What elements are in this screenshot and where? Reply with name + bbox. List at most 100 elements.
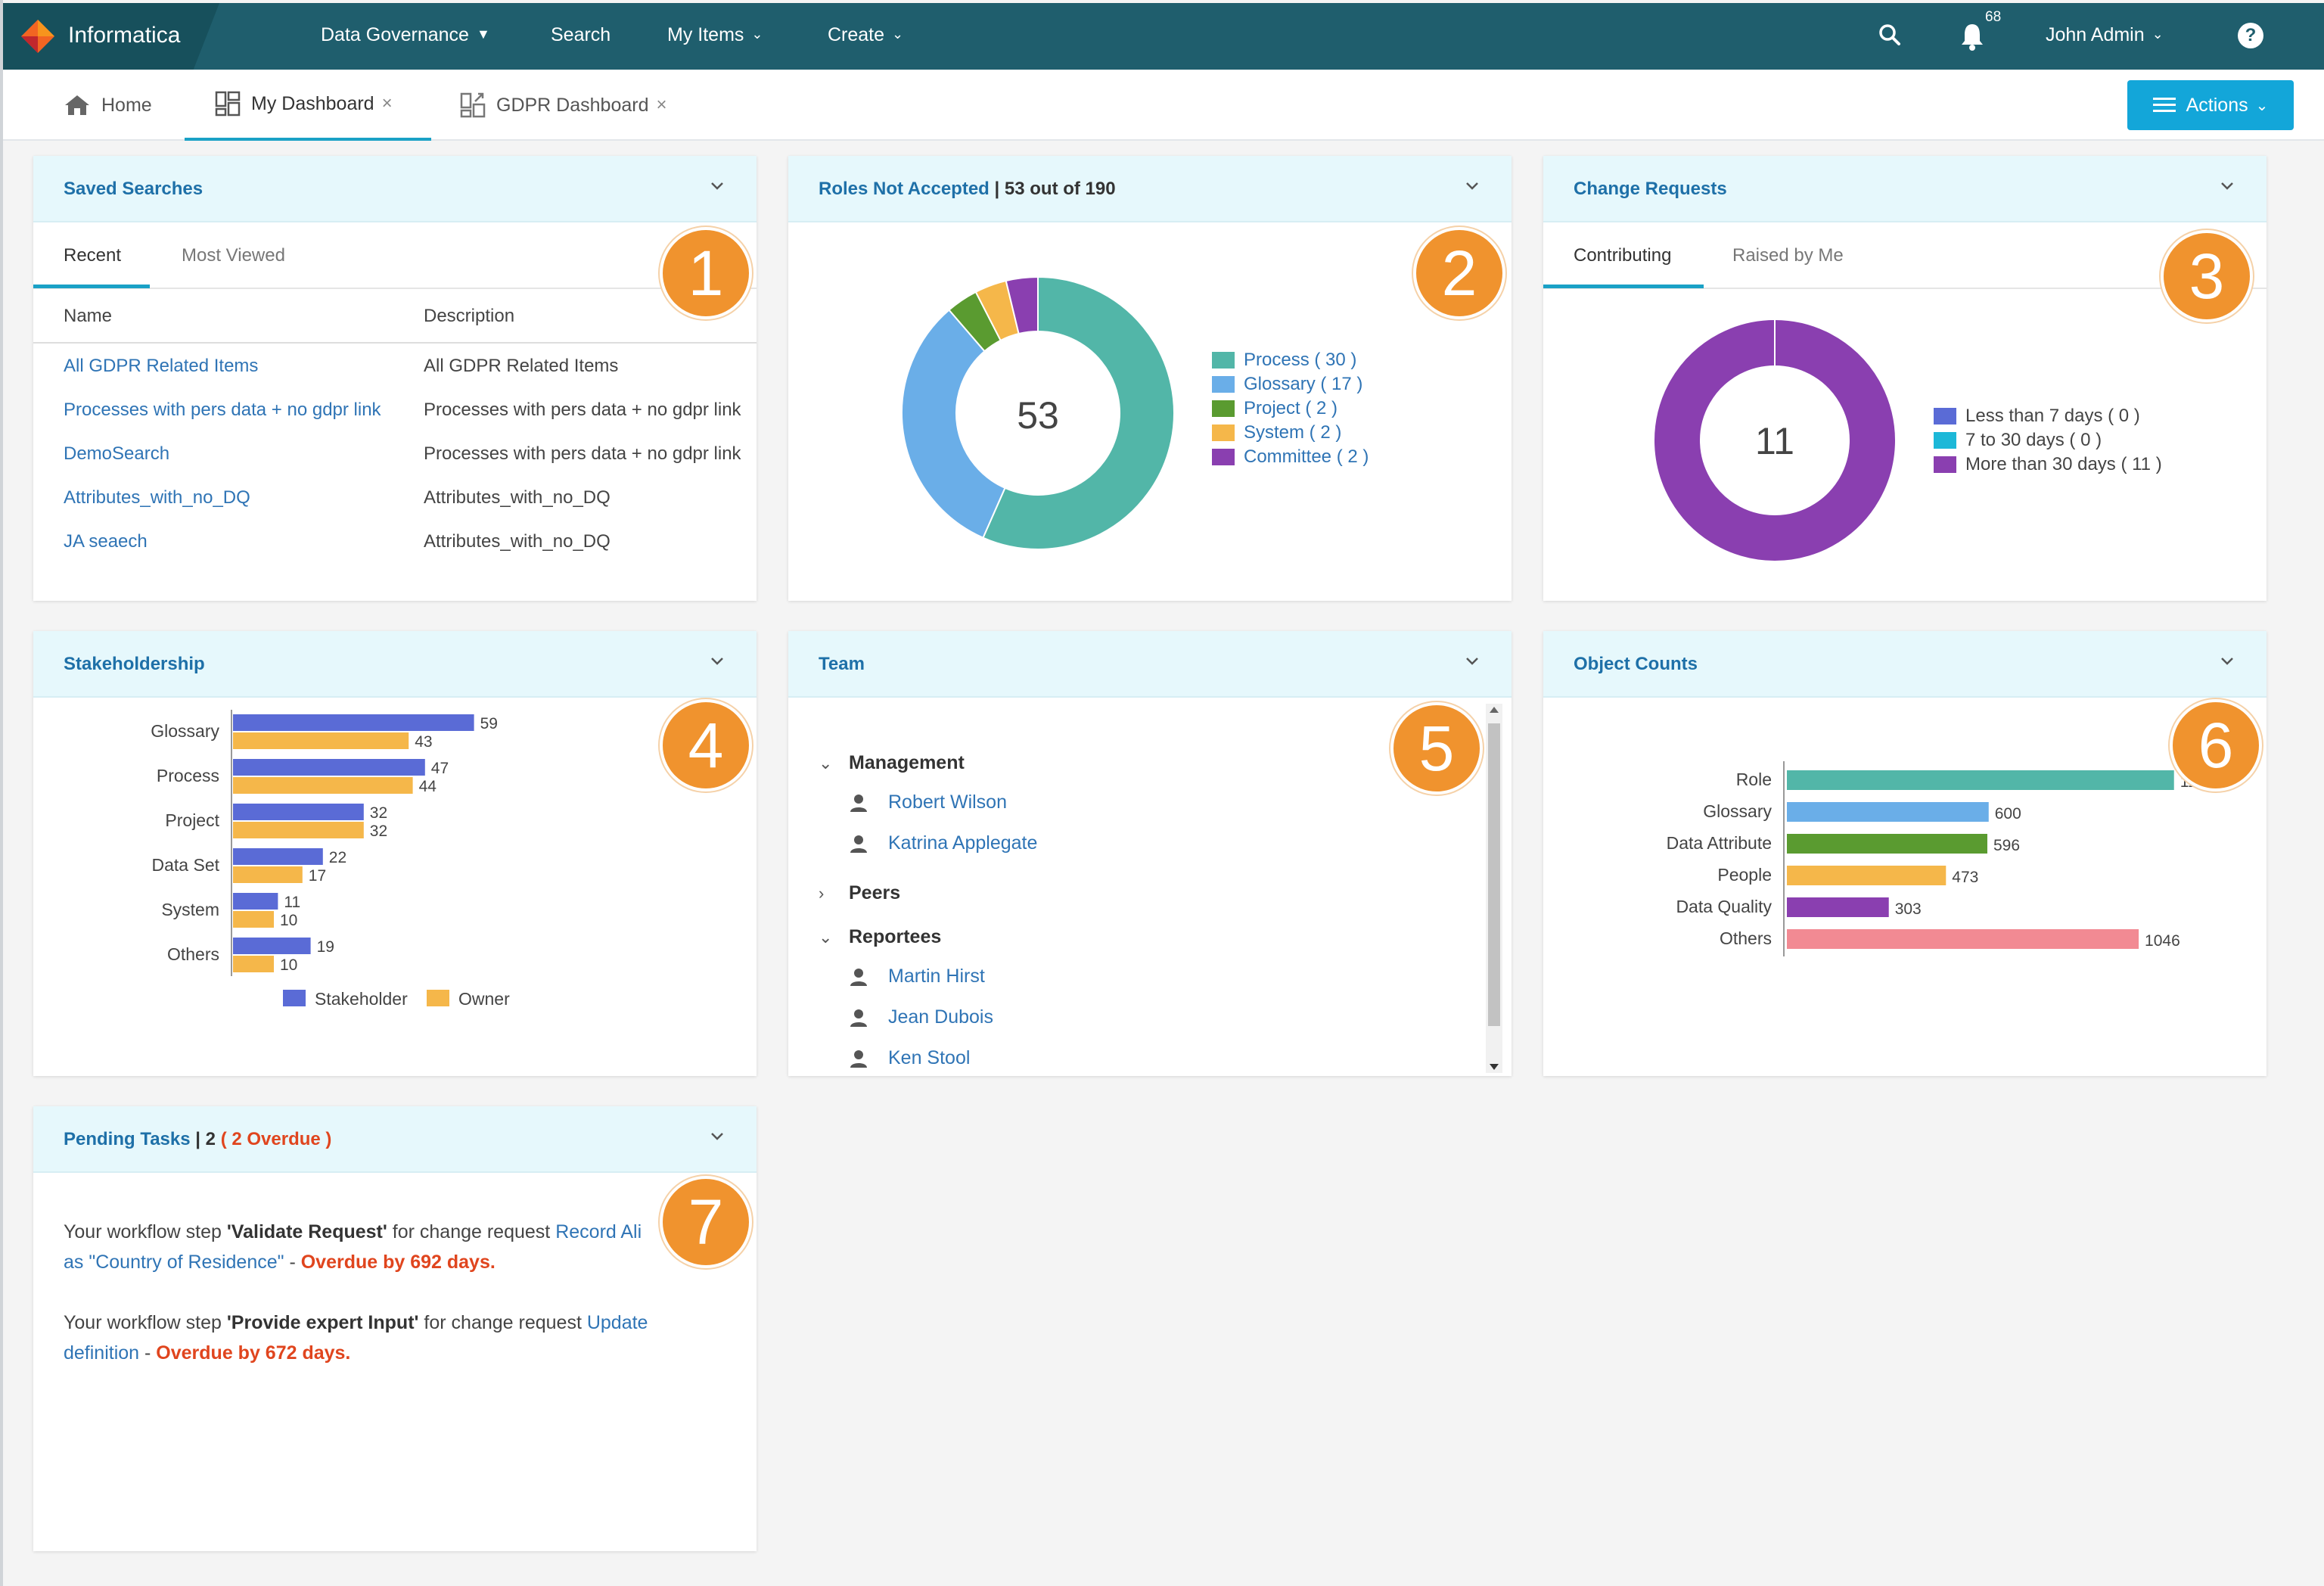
roles-slice-process[interactable] — [982, 275, 1175, 550]
chevron-down-icon[interactable] — [2218, 652, 2236, 670]
legend-item[interactable]: Glossary ( 17 ) — [1212, 374, 1362, 395]
bar-owner-glossary[interactable] — [233, 732, 409, 749]
legend-item[interactable]: Committee ( 2 ) — [1212, 446, 1369, 468]
saved-search-name-link[interactable]: DemoSearch — [64, 443, 170, 464]
team-group-reportees[interactable]: ⌄ Reportees — [819, 926, 941, 948]
bar-stakeholder-data-set[interactable] — [233, 848, 323, 865]
chevron-down-icon[interactable] — [708, 652, 726, 670]
change-request-link[interactable]: as "Country of Residence" — [64, 1252, 284, 1273]
bar-stakeholder-process[interactable] — [233, 759, 425, 776]
close-tab-icon[interactable]: × — [381, 93, 393, 114]
bar-role[interactable] — [1787, 770, 2174, 790]
team-group-label: Management — [849, 752, 965, 773]
legend-item[interactable]: 7 to 30 days ( 0 ) — [1934, 430, 2102, 451]
chevron-down-icon[interactable]: ⌄ — [819, 753, 833, 773]
task-middle: for change request — [387, 1221, 556, 1242]
panel-header: Team — [788, 631, 1512, 698]
bar-stakeholder-project[interactable] — [233, 804, 364, 820]
nav-my-items[interactable]: My Items ⌄ — [667, 24, 763, 46]
notification-count: 68 — [1985, 9, 2002, 25]
legend-label[interactable]: Stakeholder — [315, 989, 408, 1009]
team-group-management[interactable]: ⌄ Management — [819, 752, 965, 774]
column-header-name[interactable]: Name — [64, 306, 113, 326]
bar-owner-others[interactable] — [233, 956, 274, 972]
bar-others[interactable] — [1787, 929, 2139, 949]
search-icon[interactable] — [1876, 21, 1903, 48]
logo-area[interactable]: Informatica — [3, 3, 219, 70]
scroll-down-icon[interactable] — [1490, 1064, 1499, 1070]
team-member[interactable]: Robert Wilson — [849, 791, 1007, 813]
legend-item[interactable]: Project ( 2 ) — [1212, 398, 1338, 419]
legend-item[interactable]: More than 30 days ( 11 ) — [1934, 454, 2162, 475]
close-tab-icon[interactable]: × — [656, 95, 667, 115]
scroll-thumb[interactable] — [1488, 723, 1500, 1026]
chevron-down-icon[interactable] — [708, 177, 726, 195]
tab-contributing[interactable]: Contributing — [1574, 245, 1672, 266]
change-request-link[interactable]: Update — [586, 1312, 648, 1333]
user-menu[interactable]: John Admin ⌄ — [2046, 24, 2164, 46]
chevron-down-icon[interactable] — [708, 1127, 726, 1146]
task-prefix: Your workflow step — [64, 1312, 227, 1333]
saved-search-name-link[interactable]: Attributes_with_no_DQ — [64, 487, 250, 508]
bar-glossary[interactable] — [1787, 802, 1989, 822]
actions-button[interactable]: Actions ⌄ — [2127, 80, 2294, 130]
bar-owner-data-set[interactable] — [233, 866, 303, 883]
bell-icon[interactable] — [1958, 21, 1987, 51]
bar-stakeholder-system[interactable] — [233, 893, 278, 910]
top-navigation: Informatica Data Governance ▼ Search My I… — [3, 3, 2324, 70]
chevron-down-icon[interactable] — [1463, 652, 1481, 670]
help-icon[interactable]: ? — [2238, 23, 2263, 48]
chevron-right-icon[interactable]: › — [819, 883, 825, 903]
bar-data-quality[interactable] — [1787, 897, 1889, 917]
legend-swatch — [1934, 432, 1956, 449]
team-group-peers[interactable]: › Peers — [819, 882, 900, 904]
data-label: 11 — [284, 894, 300, 911]
chevron-down-icon[interactable]: ⌄ — [819, 927, 833, 947]
nav-data-governance[interactable]: Data Governance ▼ — [321, 24, 490, 46]
team-scrollbar[interactable] — [1486, 704, 1502, 1073]
tab-gdpr-dashboard[interactable]: GDPR Dashboard × — [460, 70, 667, 141]
chevron-down-icon[interactable] — [1463, 177, 1481, 195]
legend-item[interactable]: Less than 7 days ( 0 ) — [1934, 406, 2140, 427]
saved-search-name-link[interactable]: Processes with pers data + no gdpr link — [64, 400, 381, 420]
legend-item[interactable]: System ( 2 ) — [1212, 422, 1341, 443]
roles-slice-committee[interactable] — [1005, 275, 1039, 335]
bar-owner-system[interactable] — [233, 911, 274, 928]
bar-owner-process[interactable] — [233, 777, 413, 794]
legend-item[interactable]: Process ( 30 ) — [1212, 350, 1356, 371]
roles-title: Roles Not Accepted — [819, 179, 990, 199]
tab-my-dashboard[interactable]: My Dashboard × — [185, 70, 431, 141]
team-member[interactable]: Martin Hirst — [849, 966, 985, 987]
tab-raised-by-me[interactable]: Raised by Me — [1732, 245, 1844, 266]
roles-slice-glossary[interactable] — [901, 309, 1006, 540]
legend-swatch[interactable] — [283, 990, 306, 1006]
saved-search-name-link[interactable]: JA seaech — [64, 531, 148, 552]
bar-stakeholder-others[interactable] — [233, 938, 311, 954]
column-header-description[interactable]: Description — [424, 306, 515, 326]
data-label: 596 — [1993, 837, 2020, 854]
legend-swatch[interactable] — [427, 990, 449, 1006]
legend-label: More than 30 days ( 11 ) — [1965, 454, 2162, 474]
tab-most-viewed[interactable]: Most Viewed — [182, 245, 285, 266]
bar-data-attribute[interactable] — [1787, 834, 1987, 854]
tab-recent[interactable]: Recent — [64, 245, 122, 266]
bar-owner-project[interactable] — [233, 822, 364, 838]
team-member[interactable]: Ken Stool — [849, 1047, 970, 1069]
change-request-link[interactable]: definition — [64, 1342, 140, 1364]
scroll-up-icon[interactable] — [1490, 707, 1499, 713]
team-member[interactable]: Katrina Applegate — [849, 832, 1037, 854]
pending-count: 2 — [205, 1129, 216, 1149]
bar-stakeholder-glossary[interactable] — [233, 714, 474, 731]
bar-people[interactable] — [1787, 866, 1947, 885]
stakeholdership-panel: Stakeholdership Glossary 59 43 Process 47 44 P… — [33, 631, 757, 1076]
legend-label[interactable]: Owner — [458, 989, 510, 1009]
tab-home[interactable]: Home — [64, 70, 152, 141]
chevron-down-icon[interactable] — [2218, 177, 2236, 195]
nav-create[interactable]: Create ⌄ — [828, 24, 903, 46]
team-member[interactable]: Jean Dubois — [849, 1006, 993, 1028]
nav-search[interactable]: Search — [551, 24, 611, 46]
saved-search-name-link[interactable]: All GDPR Related Items — [64, 356, 259, 376]
change-requests-slice-more-than-30-days[interactable] — [1652, 319, 1897, 562]
category-label: People — [1717, 865, 1772, 885]
change-request-link[interactable]: Record Ali — [555, 1221, 642, 1242]
